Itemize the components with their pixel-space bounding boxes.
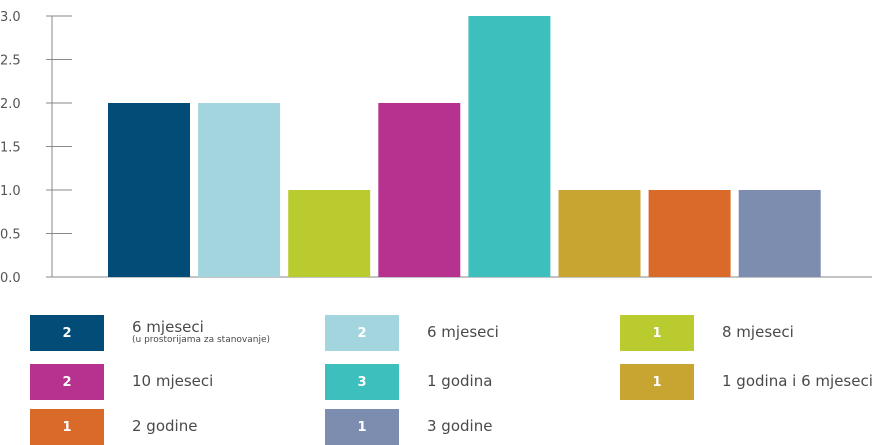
y-tick-label: 2.0 — [0, 97, 21, 112]
bar — [198, 103, 281, 277]
legend-swatch: 3 — [325, 364, 399, 400]
y-tick-label: 1.5 — [0, 141, 21, 156]
legend-label: 10 mjeseci — [132, 372, 214, 391]
legend-label: 1 godina — [427, 372, 493, 391]
y-tick-label: 0.0 — [0, 271, 21, 286]
y-tick-label: 2.5 — [0, 54, 21, 69]
legend-swatch: 2 — [30, 315, 104, 351]
legend-swatch: 2 — [30, 364, 104, 400]
legend-swatch: 1 — [620, 315, 694, 351]
legend-item: 1 8 mjeseci — [620, 315, 794, 351]
legend-label: 1 godina i 6 mjeseci — [722, 372, 873, 391]
bar — [738, 190, 821, 277]
legend-swatch: 1 — [620, 364, 694, 400]
legend-text: 8 mjeseci — [722, 323, 794, 342]
legend-swatch: 2 — [325, 315, 399, 351]
legend-text: 6 mjeseci — [427, 323, 499, 342]
legend-item: 2 6 mjeseci — [325, 315, 499, 351]
legend-swatch: 1 — [325, 409, 399, 445]
bar — [468, 16, 551, 277]
legend-item: 1 2 godine — [30, 409, 197, 445]
legend-text: 6 mjeseci (u prostorijama za stanovanje) — [132, 320, 270, 345]
bar — [648, 190, 731, 277]
legend-label: 8 mjeseci — [722, 323, 794, 342]
bar — [558, 190, 641, 277]
legend-sublabel: (u prostorijama za stanovanje) — [132, 335, 271, 346]
legend-label: 2 godine — [132, 417, 198, 436]
y-tick-label: 3.0 — [0, 10, 21, 25]
legend-item: 1 3 godine — [325, 409, 492, 445]
legend-swatch: 1 — [30, 409, 104, 445]
legend-item: 3 1 godina — [325, 364, 492, 400]
legend-label: 6 mjeseci — [132, 318, 204, 337]
legend-text: 2 godine — [132, 417, 198, 436]
legend-text: 1 godina i 6 mjeseci — [722, 372, 873, 391]
legend-label: 6 mjeseci — [427, 323, 499, 342]
bar — [288, 190, 371, 277]
legend-label: 3 godine — [427, 417, 493, 436]
bar — [378, 103, 461, 277]
legend-item: 1 1 godina i 6 mjeseci — [620, 364, 873, 400]
legend-text: 10 mjeseci — [132, 372, 214, 391]
y-tick-label: 1.0 — [0, 184, 21, 199]
legend-text: 1 godina — [427, 372, 493, 391]
legend-item: 2 10 mjeseci — [30, 364, 213, 400]
bar — [108, 103, 190, 277]
legend-item: 2 6 mjeseci (u prostorijama za stanovanje) — [30, 315, 270, 351]
y-tick-label: 0.5 — [0, 228, 21, 243]
bar-chart: 0.0 0.5 1.0 1.5 2.0 2.5 3.0 — [0, 10, 872, 286]
legend-text: 3 godine — [427, 417, 493, 436]
